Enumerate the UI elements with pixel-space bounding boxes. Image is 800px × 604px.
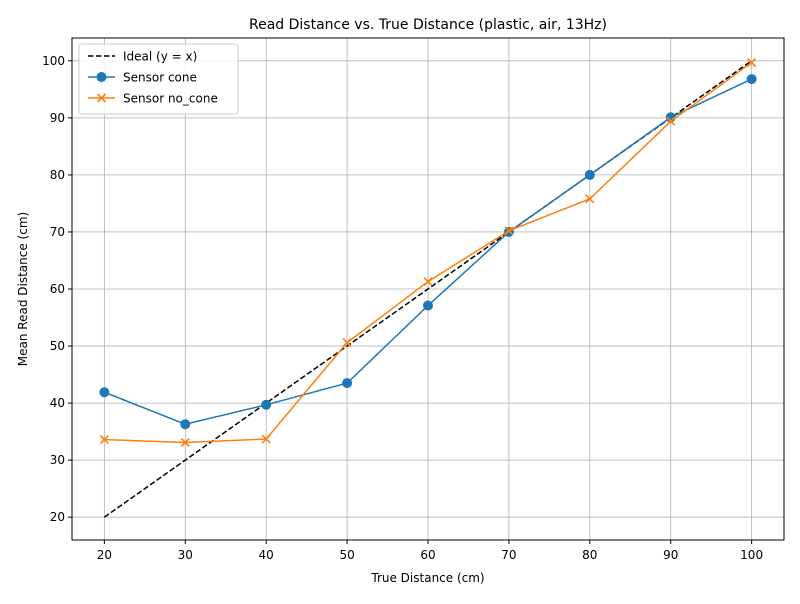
series-sensor-no-cone [99,57,757,448]
y-tick-label: 100 [42,54,65,68]
legend-marker [96,93,107,103]
data-point [584,169,595,180]
legend-label: Ideal (y = x) [123,50,197,64]
y-tick-label: 70 [50,225,65,239]
y-tick-label: 50 [50,339,65,353]
x-tick-label: 50 [339,548,354,562]
legend: Ideal (y = x) Sensor cone Sensor no_cone [78,43,239,115]
x-tick-label: 80 [582,548,597,562]
series-layer [99,57,757,518]
x-tick-label: 40 [259,548,274,562]
legend-entry: Ideal (y = x) [88,50,197,64]
data-point [180,437,190,448]
y-tick-label: 90 [50,111,65,125]
x-tick-label: 70 [501,548,516,562]
x-tick-label: 30 [178,548,193,562]
y-tick-label: 30 [50,453,65,467]
data-point [261,399,272,410]
legend-label: Sensor cone [123,71,197,85]
y-tick-label: 60 [50,282,65,296]
data-point [342,338,352,348]
data-point [746,74,757,85]
y-tick-label: 80 [50,168,65,182]
data-point [585,194,595,204]
data-point [99,387,110,398]
x-axis-label: True Distance (cm) [370,571,484,585]
data-point [99,435,109,445]
data-point [423,277,433,287]
y-tick-label: 20 [50,510,65,524]
legend-entry: Sensor cone [88,71,197,85]
data-point [180,419,191,430]
y-axis-label: Mean Read Distance (cm) [16,212,30,366]
x-tick-label: 90 [663,548,678,562]
data-point [342,378,353,389]
ticks: 20 30 40 50 60 70 80 90 100 20 30 40 50 60 70 80 90 100 [42,54,763,562]
legend-marker [96,72,107,82]
data-point [261,434,271,444]
x-tick-label: 20 [97,548,112,562]
data-point [747,57,757,68]
data-point [666,116,676,126]
legend-entry: Sensor no_cone [88,92,218,106]
data-point [504,226,514,236]
x-tick-label: 60 [420,548,435,562]
y-tick-label: 40 [50,396,65,410]
chart-title: Read Distance vs. True Distance (plastic… [249,17,607,33]
legend-box [78,43,239,115]
x-tick-label: 100 [740,548,763,562]
data-point [423,300,433,311]
legend-label: Sensor no_cone [123,92,218,106]
